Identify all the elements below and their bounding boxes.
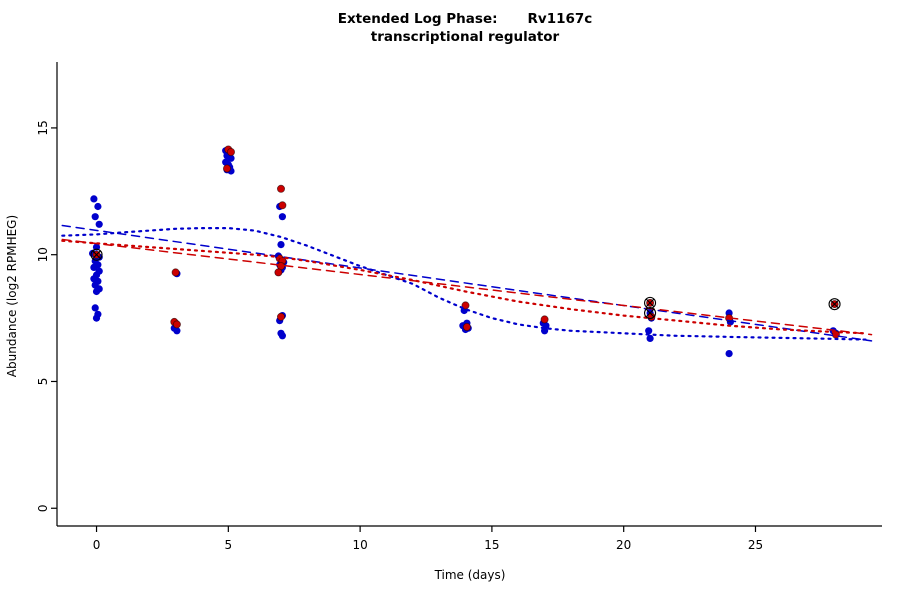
y-tick-label: 5 <box>36 378 50 386</box>
blue-data-point <box>95 220 103 228</box>
highlight-marker-circle <box>644 296 657 309</box>
highlight-marker-circle <box>828 298 841 311</box>
blue-data-point <box>90 195 98 203</box>
x-tick-label: 25 <box>748 538 763 552</box>
x-tick-label: 0 <box>93 538 101 552</box>
chart-title: Extended Log Phase: Rv1167c transcriptio… <box>0 10 900 46</box>
x-tick-label: 10 <box>352 538 367 552</box>
red-data-point <box>462 322 471 331</box>
title-gene-name: Rv1167c <box>527 11 593 27</box>
red-data-point <box>222 164 231 173</box>
blue-data-point <box>91 213 99 221</box>
blue-data-point <box>173 327 181 335</box>
blue-data-point <box>645 327 653 335</box>
blue-smooth-fit-line <box>61 227 868 341</box>
y-tick-label: 15 <box>36 120 50 135</box>
blue-data-point <box>725 350 733 358</box>
y-tick-label: 0 <box>36 504 50 512</box>
red-data-point <box>171 268 180 277</box>
blue-data-point <box>278 332 286 340</box>
chart-title-line1: Extended Log Phase: Rv1167c <box>0 10 900 28</box>
blue-data-point <box>92 243 101 251</box>
blue-data-point <box>646 334 654 342</box>
highlight-marker-cross <box>830 299 839 309</box>
blue-data-point <box>277 241 285 249</box>
highlight-marker-cross <box>645 308 655 318</box>
highlight-marker-cross <box>645 298 655 308</box>
red-data-point <box>274 268 283 277</box>
red-smooth-fit-line <box>61 239 868 335</box>
red-data-point <box>226 147 235 156</box>
blue-data-point <box>92 314 101 322</box>
blue-data-point <box>92 287 101 296</box>
y-axis-label: Abundance (log2 RPMHEG) <box>5 214 19 378</box>
red-data-point <box>172 320 181 329</box>
chart-subtitle: transcriptional regulator <box>370 29 560 45</box>
x-tick-label: 5 <box>225 538 233 552</box>
red-data-point <box>540 315 549 324</box>
y-tick-label: 10 <box>36 247 50 262</box>
blue-data-point <box>94 202 102 211</box>
blue-data-point <box>91 304 99 312</box>
highlight-marker-circle <box>90 248 103 261</box>
blue-data-point <box>278 213 286 221</box>
x-tick-label: 20 <box>616 538 631 552</box>
blue-data-point <box>227 154 235 162</box>
title-prefix: Extended Log Phase: <box>337 11 498 27</box>
blue-data-point <box>90 263 98 271</box>
red-data-point <box>276 184 285 193</box>
red-data-point <box>276 312 285 321</box>
red-data-point <box>278 201 287 210</box>
blue-linear-fit-line <box>61 224 873 342</box>
highlight-marker-cross <box>92 250 101 259</box>
highlight-marker-circle <box>644 306 657 320</box>
x-tick-label: 15 <box>484 538 499 552</box>
red-data-point <box>461 301 470 310</box>
red-linear-fit-line <box>61 238 873 336</box>
x-axis-label: Time (days) <box>434 568 506 582</box>
